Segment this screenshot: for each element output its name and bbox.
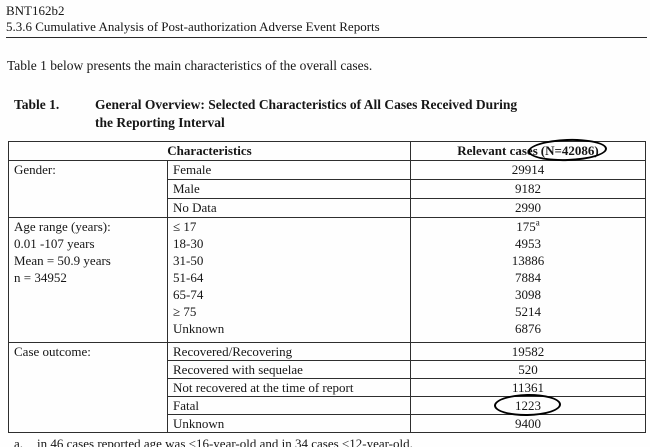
value-cell: 19582 (410, 342, 646, 361)
n-total-wrap: (N=42086) (527, 137, 608, 163)
row-group-label-age: Age range (years): 0.01 -107 years Mean … (8, 217, 168, 343)
characteristic-cell: Fatal (167, 396, 411, 415)
age-value: 5214 (515, 304, 541, 319)
doc-section-heading: 5.3.6 Cumulative Analysis of Post-author… (6, 18, 380, 34)
age-value: 4953 (515, 236, 541, 251)
table-title-caption-line1: General Overview: Selected Characteristi… (95, 97, 518, 112)
value-cell: 2990 (410, 198, 646, 218)
value-cell: 9182 (410, 179, 646, 199)
footnote: a. in 46 cases reported age was <16-year… (14, 436, 650, 447)
row-group-label-outcome: Case outcome: (8, 342, 168, 433)
fatal-value-cell: 1223 (410, 393, 646, 417)
doc-id: BNT162b2 (6, 3, 65, 18)
intro-paragraph: Table 1 below presents the main characte… (7, 58, 373, 73)
value-cell: 29914 (410, 160, 646, 180)
col-header-relevant-cases: Relevant cases (N=42086) (410, 137, 646, 163)
age-category: ≤ 17 (173, 219, 197, 234)
age-category: 51-64 (173, 270, 204, 285)
age-category: ≥ 75 (173, 304, 197, 319)
characteristic-cell: No Data (167, 198, 411, 218)
age-label-line: 0.01 -107 years (14, 236, 95, 251)
age-value: 175a (516, 217, 540, 234)
col-header-characteristics: Characteristics (8, 141, 411, 161)
value-cell: 11361 (410, 378, 646, 397)
age-value: 7884 (515, 270, 541, 285)
value-cell: 520 (410, 360, 646, 379)
table-header-row: Characteristics Relevant cases (N=42086) (8, 137, 646, 163)
value-cell: 9400 (410, 414, 646, 433)
table-title-label: Table 1. (14, 97, 60, 112)
table-row: Gender: Female 29914 (8, 160, 646, 218)
row-group-label-gender: Gender: (8, 160, 168, 218)
characteristic-cell: Recovered/Recovering (167, 342, 411, 361)
age-label-line: Age range (years): (14, 219, 111, 234)
age-category: 31-50 (173, 253, 204, 268)
table-row-fatal: Fatal 1223 (9, 393, 646, 417)
characteristics-table: Characteristics Relevant cases (N=42086) … (8, 137, 646, 433)
n-total-value: (N=42086) (540, 143, 599, 158)
age-category: 65-74 (173, 287, 204, 302)
age-value: 3098 (515, 287, 541, 302)
age-categories-cell: ≤ 17 18-30 31-50 51-64 65-74 ≥ 75 Unknow… (167, 217, 411, 343)
table-row: Case outcome: Recovered/Recovering 19582 (8, 342, 646, 433)
age-category: Unknown (173, 321, 225, 336)
age-values-cell: 175a 4953 13886 7884 3098 5214 6876 (410, 217, 646, 343)
age-category: 18-30 (173, 236, 204, 251)
relevant-cases-label: Relevant cases (457, 143, 538, 158)
age-value: 13886 (511, 253, 545, 268)
table-title-caption: General Overview: Selected Characteristi… (95, 96, 630, 132)
characteristic-cell: Unknown (167, 414, 411, 433)
characteristic-cell: Not recovered at the time of report (167, 378, 411, 397)
table-row: Unknown 9400 (9, 414, 646, 433)
characteristic-cell: Recovered with sequelae (167, 360, 411, 379)
footnote-marker: a. (14, 436, 24, 447)
fatal-value: 1223 (515, 398, 541, 413)
doc-header: BNT162b2 5.3.6 Cumulative Analysis of Po… (6, 3, 647, 38)
footnote-text: in 46 cases reported age was <16-year-ol… (37, 436, 413, 447)
table-title-caption-line2: the Reporting Interval (95, 115, 225, 130)
fatal-value-wrap: 1223 (493, 393, 562, 417)
characteristic-cell: Male (167, 179, 411, 199)
table-row: Recovered with sequelae 520 (9, 360, 646, 379)
age-label-line: Mean = 50.9 years (14, 253, 111, 268)
characteristic-cell: Female (167, 160, 411, 180)
table-row-age: Age range (years): 0.01 -107 years Mean … (8, 217, 646, 343)
age-label-line: n = 34952 (14, 270, 67, 285)
table-title: Table 1. General Overview: Selected Char… (14, 96, 650, 132)
age-value: 6876 (515, 321, 541, 336)
footnote-ref-a: a (535, 217, 540, 228)
